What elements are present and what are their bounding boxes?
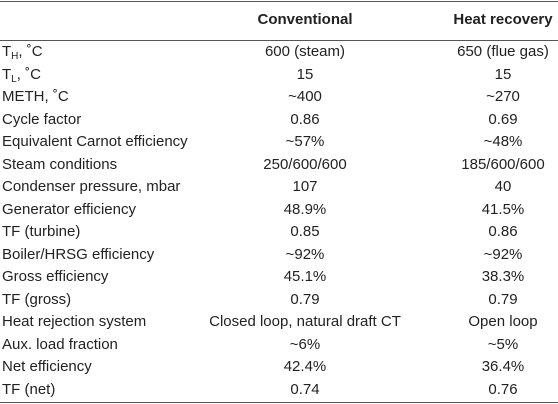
- cell-value: 38.3%: [481, 268, 525, 285]
- cell-value: 0.79: [488, 290, 518, 308]
- cell-value: 0.86: [488, 223, 518, 240]
- cell-value: 48.9%: [283, 200, 327, 218]
- cell-value: ~57%: [285, 133, 325, 150]
- row-label: Generator efficiency: [2, 200, 136, 218]
- cell-value: ~270: [486, 88, 520, 105]
- label-text: , ˚C: [18, 43, 43, 60]
- label-text: T: [2, 65, 12, 83]
- cell-value: 15: [296, 65, 314, 83]
- cell-value: 41.5%: [481, 200, 525, 218]
- cell-value: 185/600/600: [461, 155, 545, 173]
- label-text: , ˚C: [16, 65, 41, 83]
- row-label: Aux. load fraction: [2, 335, 118, 353]
- row-label: Gross efficiency: [2, 268, 109, 285]
- row-label: Equivalent Carnot efficiency: [2, 133, 188, 150]
- row-label: TH, ˚C: [2, 41, 43, 63]
- cell-value: ~5%: [487, 335, 519, 353]
- row-label: TF (gross): [2, 290, 72, 308]
- cell-value: 250/600/600: [263, 155, 347, 173]
- label-text: T: [2, 43, 12, 60]
- cell-value: 45.1%: [283, 268, 327, 285]
- cell-value: ~48%: [483, 133, 523, 150]
- cell-value: 600 (steam): [264, 43, 346, 60]
- cell-value: 40: [494, 178, 512, 195]
- row-label: TF (turbine): [2, 223, 81, 240]
- cell-value: 42.4%: [283, 358, 327, 375]
- cell-value: ~92%: [483, 245, 523, 263]
- cell-value: Closed loop, natural draft CT: [209, 313, 401, 330]
- row-label: Boiler/HRSG efficiency: [2, 245, 155, 263]
- cell-value: 0.86: [290, 110, 320, 128]
- cell-value: 650 (flue gas): [457, 43, 549, 60]
- top-rule: [0, 1, 558, 2]
- row-label: Net efficiency: [2, 358, 92, 375]
- row-label: Heat rejection system: [2, 313, 147, 330]
- row-label: Steam conditions: [2, 155, 118, 173]
- row-label: Cycle factor: [2, 110, 82, 128]
- cell-value: 107: [292, 178, 318, 195]
- row-label: TF (net): [2, 380, 56, 398]
- cell-value: 0.74: [290, 380, 320, 398]
- cell-value: 36.4%: [481, 358, 525, 375]
- subscript: H: [11, 51, 19, 62]
- cell-value: 15: [494, 65, 512, 83]
- row-label: METH, ˚C: [2, 88, 69, 105]
- cell-value: Open loop: [468, 313, 538, 330]
- cell-value: 0.69: [488, 110, 518, 128]
- cell-value: 0.76: [488, 380, 518, 398]
- bottom-rule: [0, 402, 558, 403]
- cell-value: 0.85: [290, 223, 320, 240]
- cell-value: ~92%: [285, 245, 325, 263]
- column-header: Heat recovery: [453, 11, 553, 28]
- row-label: Condenser pressure, mbar: [2, 178, 181, 195]
- cell-value: 0.79: [290, 290, 320, 308]
- cell-value: ~400: [288, 88, 322, 105]
- header-rule: [0, 40, 558, 41]
- subscript: L: [11, 73, 17, 85]
- row-label: TL, ˚C: [2, 64, 41, 86]
- column-header: Conventional: [257, 11, 353, 28]
- cell-value: ~6%: [289, 335, 321, 353]
